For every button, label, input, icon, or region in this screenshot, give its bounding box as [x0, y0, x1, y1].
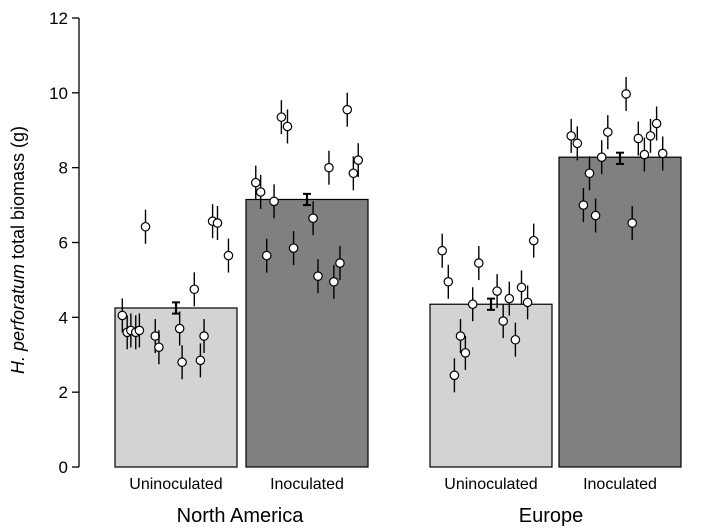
data-point: [449, 370, 460, 381]
data-point: [342, 104, 353, 115]
data-point: [353, 155, 364, 165]
data-point: [516, 282, 527, 293]
data-point: [174, 323, 185, 334]
data-point: [639, 149, 650, 160]
data-point: [492, 286, 502, 296]
group-label: Europe: [519, 505, 584, 527]
data-point: [578, 200, 589, 210]
data-point: [261, 250, 272, 261]
bar-north-america-inoculated: [245, 198, 369, 468]
data-point: [584, 168, 595, 179]
y-tick-label: 6: [59, 234, 68, 253]
data-point: [566, 131, 576, 141]
data-point: [590, 210, 601, 221]
category-label: Uninoculated: [129, 476, 222, 493]
data-point: [282, 121, 293, 132]
y-tick-label: 2: [59, 383, 68, 402]
data-point: [602, 127, 613, 137]
data-point: [522, 297, 533, 308]
data-point: [223, 250, 234, 261]
y-axis-label: H. perforatum total biomass (g): [8, 126, 28, 374]
category-label: Uninoculated: [444, 476, 537, 493]
data-point: [498, 316, 508, 326]
data-point: [199, 331, 209, 341]
data-point: [645, 131, 656, 141]
data-point: [455, 331, 466, 341]
data-point: [313, 271, 323, 281]
data-point: [473, 258, 484, 268]
category-label: Inoculated: [270, 476, 344, 493]
data-point: [140, 221, 151, 232]
bar-europe-uninoculated: [429, 303, 553, 468]
data-point: [335, 258, 345, 268]
data-point: [154, 342, 164, 353]
data-point: [627, 218, 637, 228]
data-point: [288, 243, 299, 253]
data-point: [621, 89, 631, 99]
data-point: [437, 245, 447, 256]
y-axis-label-rest: total biomass (g): [8, 126, 28, 264]
data-point: [276, 112, 287, 122]
data-point: [212, 218, 223, 228]
data-point: [596, 152, 607, 162]
data-point: [177, 357, 187, 368]
bar-europe-inoculated: [558, 156, 682, 468]
y-tick-label: 0: [59, 458, 68, 477]
data-point: [510, 334, 521, 345]
data-point: [460, 348, 471, 358]
data-point: [117, 310, 128, 321]
data-point: [651, 118, 662, 129]
data-point: [195, 355, 206, 366]
data-point: [572, 138, 583, 149]
data-point: [329, 276, 339, 287]
data-point: [134, 325, 145, 336]
data-point: [255, 187, 266, 197]
data-point: [467, 299, 478, 310]
data-point: [528, 235, 539, 246]
y-tick-label: 4: [59, 308, 68, 327]
data-point: [308, 213, 318, 223]
data-point: [633, 133, 644, 144]
data-point: [250, 177, 261, 188]
y-tick-label: 8: [59, 159, 68, 178]
data-point: [150, 331, 161, 341]
category-label: Inoculated: [583, 476, 657, 493]
y-tick-label: 12: [49, 9, 68, 28]
data-point: [269, 196, 279, 207]
y-tick-label: 10: [49, 84, 68, 103]
data-point: [657, 148, 668, 159]
data-point: [443, 276, 454, 287]
data-point: [504, 293, 515, 304]
data-point: [324, 162, 334, 173]
data-point: [189, 284, 200, 295]
data-point: [348, 168, 359, 179]
y-axis-label-italic: H. perforatum: [8, 264, 28, 374]
group-label: North America: [177, 505, 305, 527]
